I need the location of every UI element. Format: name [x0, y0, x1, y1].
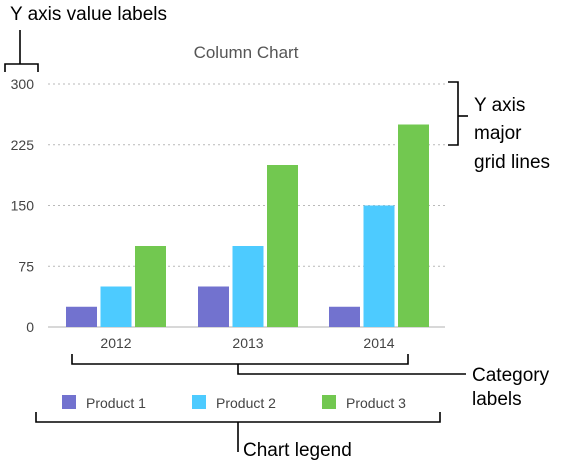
category-label: 2012: [100, 335, 131, 351]
category-label: 2013: [232, 335, 263, 351]
bars: [66, 124, 429, 327]
category-labels-callout-line: [237, 364, 466, 375]
chart-legend-callout: Chart legend: [243, 440, 352, 461]
category-labels-callout-line2: labels: [472, 389, 522, 410]
bar-product-2-2013: [232, 246, 264, 327]
category-axis-labels: 2012 2013 2014: [100, 335, 394, 351]
chart-legend: Product 1 Product 2 Product 3: [62, 395, 406, 411]
bar-product-2-2012: [100, 286, 132, 327]
grid-lines-callout-line3: grid lines: [474, 152, 550, 173]
bar-product-1-2014: [329, 306, 360, 327]
y-axis-value-labels-bracket: [4, 63, 39, 72]
category-labels-bracket: [71, 354, 409, 365]
y-axis-value-labels-callout: Y axis value labels: [10, 4, 167, 25]
legend-swatch-1: [62, 395, 76, 409]
legend-label-1: Product 1: [86, 395, 146, 411]
category-labels-callout-line1: Category: [472, 365, 550, 386]
bar-product-3-2012: [135, 246, 166, 327]
y-tick-label: 225: [11, 137, 35, 153]
grid-lines-callout-line1: Y axis: [474, 95, 525, 116]
legend-label-2: Product 2: [216, 395, 276, 411]
bar-product-2-2014: [363, 205, 395, 327]
category-label: 2014: [363, 335, 394, 351]
bar-product-3-2014: [398, 124, 429, 327]
chart-title: Column Chart: [194, 43, 299, 62]
y-axis-tick-labels: 0 75 150 225 300: [11, 76, 35, 335]
y-tick-label: 150: [11, 198, 35, 214]
grid-lines-callout-line2: major: [474, 123, 522, 144]
bar-product-1-2013: [198, 286, 229, 327]
y-tick-label: 75: [18, 258, 34, 274]
grid-lines-bracket: [448, 81, 459, 146]
y-tick-label: 300: [11, 76, 35, 92]
bar-product-3-2013: [267, 165, 298, 327]
y-tick-label: 0: [26, 319, 34, 335]
legend-swatch-2: [192, 395, 206, 409]
legend-label-3: Product 3: [346, 395, 406, 411]
chart-legend-bracket: [35, 412, 441, 423]
legend-swatch-3: [322, 395, 336, 409]
bar-product-1-2012: [66, 306, 97, 327]
